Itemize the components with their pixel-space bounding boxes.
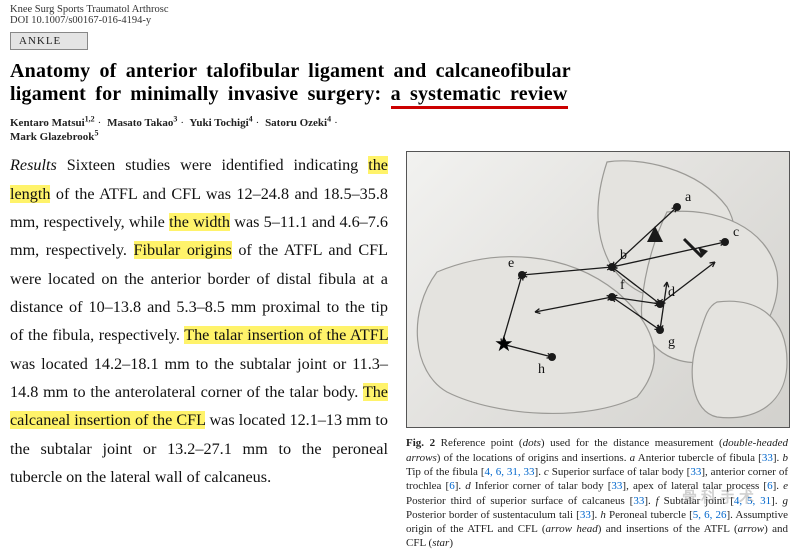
figure-label: Fig. 2 <box>406 437 435 449</box>
highlight: The talar insertion of the ATFL <box>184 326 388 344</box>
svg-text:g: g <box>668 335 675 350</box>
title-line-1: Anatomy of anterior talofibular ligament… <box>10 60 798 83</box>
svg-text:e: e <box>508 256 514 271</box>
section-label: ANKLE <box>10 32 88 50</box>
highlight: the width <box>169 213 230 231</box>
journal-name: Knee Surg Sports Traumatol Arthrosc <box>10 4 798 15</box>
author: Yuki Tochigi4 <box>189 117 252 129</box>
anatomy-figure: a b c d e f g h ★ <box>406 151 790 428</box>
author: Mark Glazebrook5 <box>10 131 98 143</box>
highlight: Fibular origins <box>134 241 232 259</box>
results-label: Results <box>10 156 57 174</box>
article-title: Anatomy of anterior talofibular ligament… <box>0 60 808 112</box>
author: Masato Takao3 <box>107 117 177 129</box>
svg-text:f: f <box>620 278 625 293</box>
svg-text:★: ★ <box>494 331 514 356</box>
title-line-2: ligament for minimally invasive surgery:… <box>10 83 798 106</box>
results-paragraph: Results Sixteen studies were identified … <box>10 151 388 550</box>
author: Satoru Ozeki4 <box>265 117 331 129</box>
svg-text:d: d <box>668 285 675 300</box>
svg-text:c: c <box>733 225 739 240</box>
title-line-2-pre: ligament for minimally invasive surgery: <box>10 83 391 105</box>
title-underlined: a systematic review <box>391 83 568 109</box>
svg-text:h: h <box>538 362 545 377</box>
authors-list: Kentaro Matsui1,2· Masato Takao3· Yuki T… <box>0 112 808 151</box>
svg-text:b: b <box>620 248 627 263</box>
svg-text:a: a <box>685 190 692 205</box>
doi-line: DOI 10.1007/s00167-016-4194-y <box>10 15 798 26</box>
figure-caption: Fig. 2 Reference point (dots) used for t… <box>406 428 788 550</box>
journal-header: Knee Surg Sports Traumatol Arthrosc DOI … <box>0 0 808 26</box>
author: Kentaro Matsui1,2 <box>10 117 95 129</box>
